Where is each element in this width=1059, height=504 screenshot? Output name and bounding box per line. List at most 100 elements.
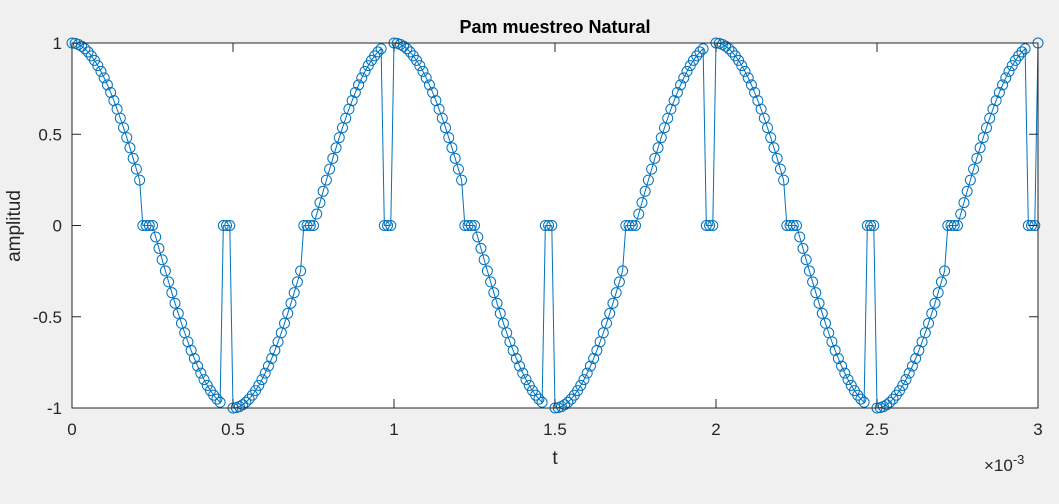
- x-exponent-base: ×10: [984, 456, 1013, 475]
- sample-point: [285, 297, 297, 309]
- sample-point: [980, 122, 992, 134]
- sample-point: [810, 287, 822, 299]
- sample-point: [836, 360, 848, 372]
- sample-point: [926, 307, 938, 319]
- sample-point: [440, 122, 452, 134]
- sample-point: [237, 399, 249, 411]
- sample-point: [623, 220, 635, 231]
- x-exponent-label: ×10-3: [984, 452, 1024, 475]
- sample-point: [771, 152, 783, 164]
- sample-point: [140, 220, 152, 231]
- x-tick-label: 2: [711, 420, 720, 439]
- x-tick-label: 3: [1033, 420, 1042, 439]
- sample-point: [192, 360, 204, 372]
- sample-point: [694, 46, 706, 58]
- sample-point: [697, 43, 709, 55]
- sample-point: [813, 297, 825, 309]
- sample-point: [288, 287, 300, 299]
- sample-point: [977, 132, 989, 144]
- sample-point: [675, 79, 687, 91]
- sample-point: [633, 208, 645, 220]
- sample-point: [259, 367, 271, 379]
- sample-point: [861, 220, 873, 231]
- sample-point: [172, 307, 184, 319]
- sample-point: [997, 79, 1009, 91]
- sample-point: [478, 254, 490, 266]
- sample-point: [462, 220, 474, 231]
- sample-point: [803, 265, 815, 277]
- sample-point: [884, 396, 896, 408]
- sample-point: [539, 220, 551, 231]
- sample-point: [581, 367, 593, 379]
- x-tick-label: 0: [67, 420, 76, 439]
- sample-point: [707, 220, 719, 231]
- sample-point: [282, 307, 294, 319]
- sample-point: [336, 122, 348, 134]
- sample-point: [472, 231, 484, 243]
- plot-area: [72, 43, 1038, 408]
- sample-point: [243, 393, 255, 405]
- sample-point: [452, 163, 464, 175]
- sample-point: [964, 174, 976, 186]
- y-axis-label: amplitud: [4, 190, 25, 262]
- sample-point: [124, 142, 136, 154]
- sample-point: [423, 79, 435, 91]
- sample-point: [240, 396, 252, 408]
- sample-point: [456, 174, 468, 186]
- sample-point: [990, 95, 1002, 107]
- sample-point: [704, 220, 716, 231]
- sample-point: [353, 79, 365, 91]
- sample-point: [626, 220, 638, 231]
- sample-point: [485, 276, 497, 288]
- sample-point: [446, 142, 458, 154]
- sample-point: [887, 393, 899, 405]
- sample-point: [76, 40, 88, 52]
- sample-point: [195, 367, 207, 379]
- sample-point: [646, 163, 658, 175]
- sample-point: [903, 367, 915, 379]
- sample-point: [736, 60, 748, 72]
- sample-point: [211, 393, 223, 405]
- sample-point: [159, 265, 171, 277]
- sample-point: [610, 287, 622, 299]
- sample-point: [774, 163, 786, 175]
- sample-point: [346, 95, 358, 107]
- sample-point: [143, 220, 155, 231]
- sample-point: [816, 307, 828, 319]
- sample-point: [897, 379, 909, 391]
- sample-point: [514, 360, 526, 372]
- sample-point: [510, 353, 522, 365]
- sample-point: [739, 65, 751, 77]
- sample-point: [382, 220, 394, 231]
- sample-point: [765, 132, 777, 144]
- sample-point: [852, 389, 864, 401]
- sample-point: [256, 374, 268, 386]
- sample-point: [378, 220, 390, 231]
- sample-point: [475, 242, 487, 254]
- y-tick-label: -1: [47, 399, 62, 418]
- sample-point: [491, 297, 503, 309]
- sample-point: [369, 50, 381, 62]
- sample-point: [778, 174, 790, 186]
- sample-point: [575, 379, 587, 391]
- sample-point: [700, 220, 712, 231]
- sample-point: [932, 287, 944, 299]
- sample-point: [671, 86, 683, 98]
- sample-point: [208, 389, 220, 401]
- x-exponent-power: -3: [1013, 452, 1025, 467]
- sample-point: [436, 112, 448, 124]
- sample-point: [221, 220, 233, 231]
- sample-point: [469, 220, 480, 231]
- sample-point: [121, 132, 133, 144]
- sample-point: [156, 254, 168, 266]
- sample-point: [800, 254, 812, 266]
- sample-point: [749, 86, 761, 98]
- x-tick-label: 2.5: [865, 420, 889, 439]
- sample-point: [481, 265, 493, 277]
- sample-point: [301, 220, 313, 231]
- sample-point: [955, 208, 967, 220]
- sample-point: [658, 122, 670, 134]
- sample-point: [130, 163, 142, 175]
- sample-point: [607, 297, 619, 309]
- sample-point: [417, 65, 429, 77]
